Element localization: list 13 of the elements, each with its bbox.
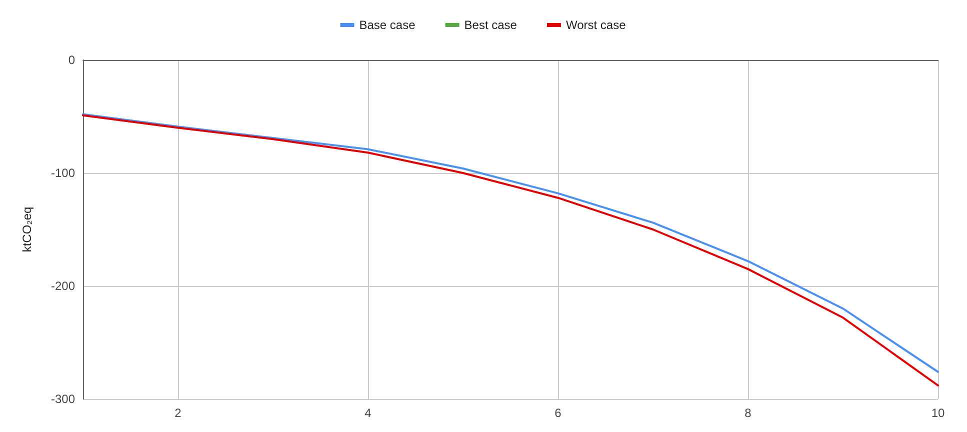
x-tick-label: 2	[174, 406, 182, 420]
y-axis-title: ktCO₂eq	[20, 206, 34, 252]
y-tick-label: -200	[50, 279, 76, 293]
x-tick-label: 4	[364, 406, 372, 420]
y-tick-label: 0	[68, 53, 76, 67]
x-tick-label: 10	[931, 406, 945, 420]
x-tick-label: 8	[744, 406, 752, 420]
legend-label: Worst case	[566, 18, 626, 32]
y-tick-label: -300	[50, 392, 76, 406]
legend-label: Best case	[464, 18, 518, 32]
y-tick-label: -100	[50, 166, 76, 180]
x-tick-label: 6	[554, 406, 562, 420]
legend-label: Base case	[359, 18, 416, 32]
